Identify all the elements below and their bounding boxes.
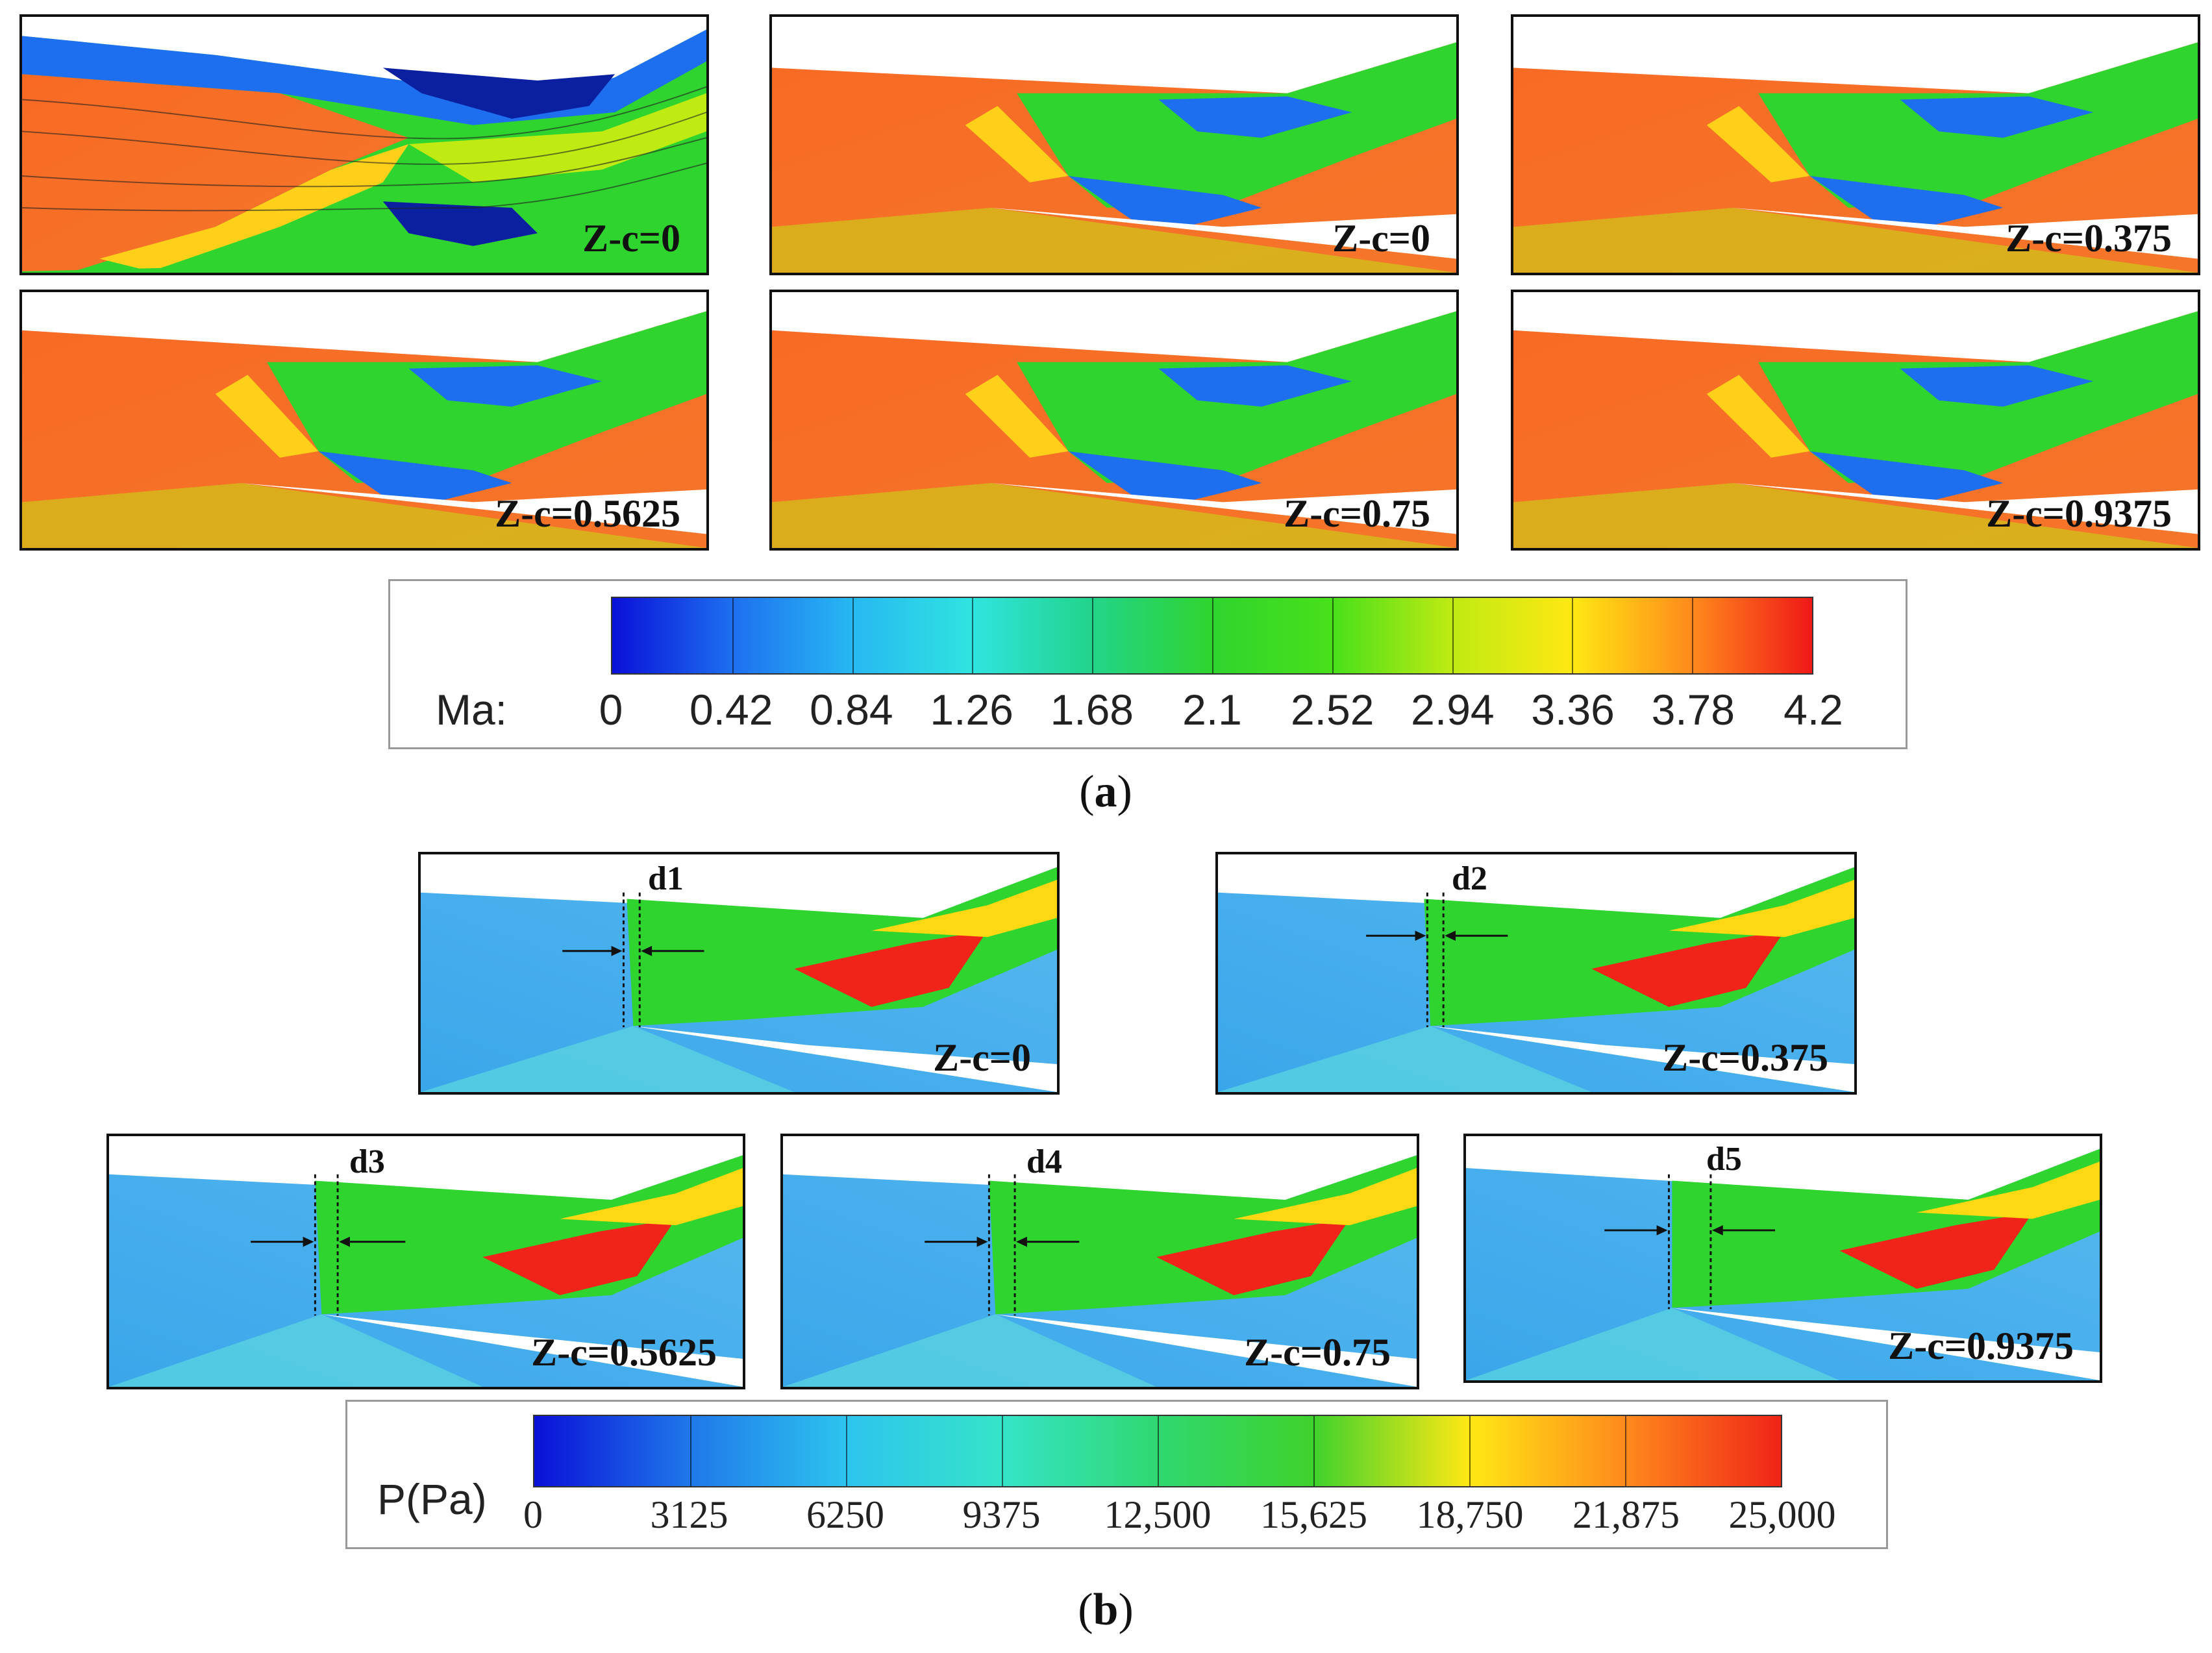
colorbar-tick-label: 0.84 bbox=[810, 686, 893, 734]
mach-contour-panel-2: Z-c=0 bbox=[769, 14, 1459, 275]
colorbar-tick-label: 1.26 bbox=[930, 686, 1013, 734]
pressure-contour-plot bbox=[109, 1136, 743, 1387]
pressure-contour-panel-2: d2 Z-c=0.375 bbox=[1215, 852, 1857, 1095]
mach-colorbar-legend: Ma: 0 0.42 0.84 1.26 1.68 2.1 2.52 2.94 3.36 3.78… bbox=[388, 579, 1908, 749]
colorbar-tick-label: 3.78 bbox=[1651, 686, 1735, 734]
mach-contour-plot bbox=[772, 292, 1456, 548]
distance-label: d3 bbox=[349, 1143, 385, 1180]
pressure-colorbar-legend: P(Pa) 0 3125 6250 9375 12,500 15,625 18,750 21,… bbox=[345, 1400, 1888, 1549]
colorbar-tick-label: 12,500 bbox=[1104, 1493, 1212, 1536]
colorbar-tick-label: 3125 bbox=[650, 1493, 728, 1536]
colorbar-tick-label: 4.2 bbox=[1783, 686, 1843, 734]
pressure-contour-panel-1: d1 Z-c=0 bbox=[418, 852, 1060, 1095]
colorbar-tick-label: 2.52 bbox=[1290, 686, 1374, 734]
colorbar-tick-label: 0.42 bbox=[689, 686, 773, 734]
distance-label: d5 bbox=[1706, 1141, 1742, 1178]
pressure-contour-panel-5: d5 Z-c=0.9375 bbox=[1463, 1134, 2102, 1383]
mach-contour-plot bbox=[22, 292, 706, 548]
mach-contour-panel-5: Z-c=0.75 bbox=[769, 290, 1459, 551]
mach-contour-plot bbox=[1513, 292, 2198, 548]
pressure-contour-plot bbox=[421, 854, 1057, 1092]
mach-contour-panel-3: Z-c=0.375 bbox=[1511, 14, 2200, 275]
mach-contour-panel-4: Z-c=0.5625 bbox=[19, 290, 709, 551]
pressure-contour-panel-3: d3 Z-c=0.5625 bbox=[106, 1134, 745, 1389]
colorbar-tick-label: 2.94 bbox=[1411, 686, 1495, 734]
colorbar-tick-label: 15,625 bbox=[1260, 1493, 1367, 1536]
colorbar-tick-label: 6250 bbox=[806, 1493, 884, 1536]
pressure-contour-plot bbox=[1466, 1136, 2100, 1380]
panel-label: Z-c=0.75 bbox=[1284, 492, 1430, 535]
panel-label: Z-c=0.5625 bbox=[531, 1331, 717, 1374]
mach-contour-plot bbox=[1513, 17, 2198, 273]
distance-label: d2 bbox=[1452, 860, 1487, 897]
colorbar-tick-label: 25,000 bbox=[1728, 1493, 1836, 1536]
panel-label: Z-c=0.5625 bbox=[495, 492, 680, 535]
distance-label: d4 bbox=[1026, 1143, 1062, 1180]
colorbar-tick-label: 9375 bbox=[962, 1493, 1041, 1536]
colorbar-tick-label: 1.68 bbox=[1050, 686, 1134, 734]
caption-b: (b) bbox=[1078, 1585, 1134, 1635]
colorbar-tick-label: 21,875 bbox=[1572, 1493, 1680, 1536]
panel-label: Z-c=0.375 bbox=[1662, 1036, 1828, 1079]
panel-label: Z-c=0.9375 bbox=[1888, 1324, 2074, 1367]
colorbar-tick-label: 2.1 bbox=[1182, 686, 1242, 734]
panel-label: Z-c=0 bbox=[582, 217, 680, 260]
distance-label: d1 bbox=[648, 860, 684, 897]
pressure-contour-plot bbox=[1218, 854, 1854, 1092]
pressure-colorbar bbox=[533, 1415, 1782, 1487]
pressure-contour-plot bbox=[783, 1136, 1417, 1387]
colorbar-tick-label: 0 bbox=[599, 686, 623, 734]
mach-contour-panel-6: Z-c=0.9375 bbox=[1511, 290, 2200, 551]
mach-colorbar-title: Ma: bbox=[436, 686, 508, 734]
panel-label: Z-c=0.9375 bbox=[1986, 492, 2172, 535]
mach-contour-plot bbox=[22, 17, 706, 273]
pressure-colorbar-title: P(Pa) bbox=[377, 1475, 487, 1523]
mach-contour-panel-1: Z-c=0 bbox=[19, 14, 709, 275]
panel-label: Z-c=0.375 bbox=[2006, 217, 2172, 260]
panel-label: Z-c=0.75 bbox=[1244, 1331, 1391, 1374]
mach-colorbar bbox=[611, 597, 1813, 675]
pressure-contour-panel-4: d4 Z-c=0.75 bbox=[780, 1134, 1419, 1389]
colorbar-tick-label: 0 bbox=[523, 1493, 543, 1536]
panel-label: Z-c=0 bbox=[1332, 217, 1430, 260]
panel-label: Z-c=0 bbox=[933, 1036, 1031, 1079]
colorbar-tick-label: 3.36 bbox=[1531, 686, 1615, 734]
mach-contour-plot bbox=[772, 17, 1456, 273]
caption-a: (a) bbox=[1079, 767, 1132, 817]
colorbar-tick-label: 18,750 bbox=[1416, 1493, 1524, 1536]
